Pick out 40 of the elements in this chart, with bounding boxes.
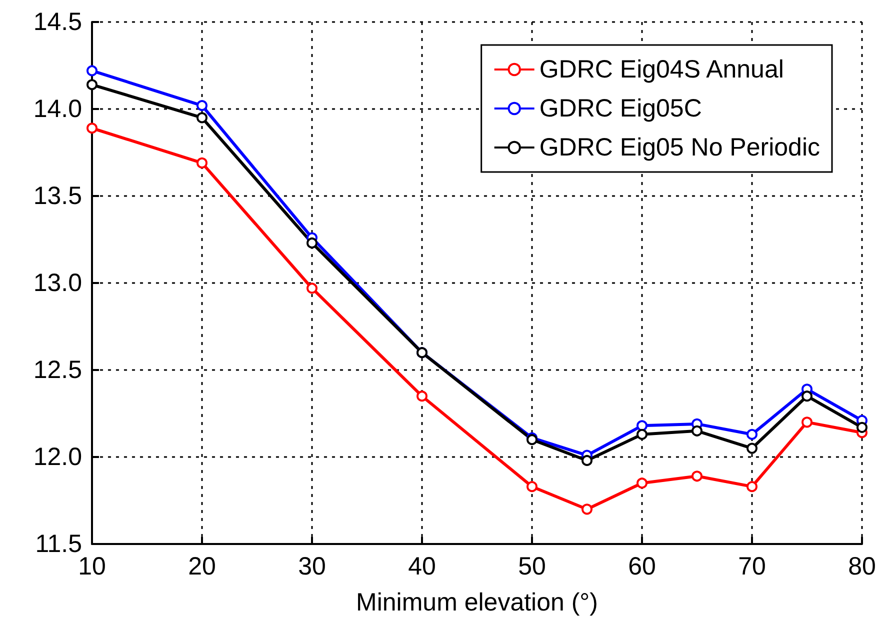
y-tick-label: 12.5 [33,356,82,384]
point [802,390,812,402]
x-tick-label: 50 [518,552,546,580]
y-tick-label: 12.0 [33,443,82,471]
point [416,390,428,402]
legend-label: GDRC Eig05 No Periodic [539,134,820,162]
point [86,65,98,76]
x-tick-label: 80 [848,552,876,580]
point [802,416,812,428]
legend-label: GDRC Eig05C [539,94,702,122]
point [86,122,98,134]
point [86,79,98,90]
x-axis-title: Minimum elevation (°) [356,588,598,616]
point [306,282,318,294]
point [856,422,868,433]
point [692,425,702,436]
x-tick-label: 20 [188,552,216,580]
point [636,428,648,440]
x-tick-label: 70 [738,552,766,580]
point [636,478,648,489]
point [636,420,648,432]
x-tick-label: 40 [408,552,436,580]
y-tick-label: 14.0 [33,95,82,123]
y-tick-label: 14.5 [33,8,82,36]
x-tick-label: 30 [298,552,326,580]
point [196,112,208,124]
point [306,237,318,248]
point [692,470,702,482]
point [196,157,208,168]
y-tick-label: 13.5 [33,182,82,210]
y-tick-label: 13.0 [33,269,82,297]
point [582,504,592,515]
legend-label: GDRC Eig04S Annual [539,56,784,84]
point [526,481,538,492]
x-tick-label: 60 [628,552,656,580]
point [582,454,592,466]
point [196,100,208,112]
point [746,481,758,492]
point [746,428,758,440]
point [746,442,758,454]
